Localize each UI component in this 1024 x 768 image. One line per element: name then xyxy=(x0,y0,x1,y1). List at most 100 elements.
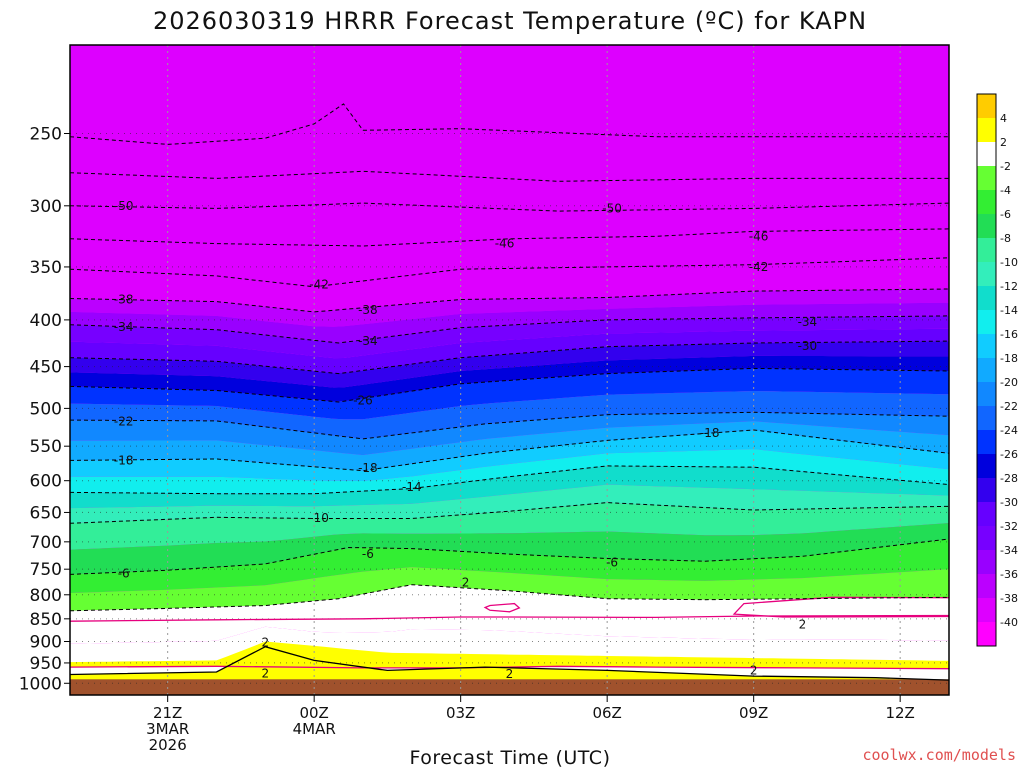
contour-label: 2 xyxy=(462,576,470,590)
colorbar-swatch xyxy=(977,358,996,383)
colorbar-swatch xyxy=(977,214,996,239)
isotherm-line xyxy=(70,429,949,472)
temperature-fill-layers xyxy=(70,45,949,695)
y-tick-label: 800 xyxy=(30,586,62,606)
isotherm-line xyxy=(70,502,949,524)
colorbar-swatch xyxy=(977,454,996,479)
contour-label: -6 xyxy=(606,555,618,569)
isotherm-line xyxy=(70,202,949,212)
colorbar-swatch xyxy=(977,190,996,215)
y-tick-label: 400 xyxy=(30,311,62,331)
contour-label: -46 xyxy=(749,229,769,243)
colorbar-swatch xyxy=(977,598,996,623)
contour-label: -34 xyxy=(358,334,378,348)
colorbar-swatch xyxy=(977,622,996,647)
y-tick-label: 350 xyxy=(30,258,62,278)
isotherm-line xyxy=(70,584,949,612)
chart-title: 2026030319 HRRR Forecast Temperature (ºC… xyxy=(153,7,867,35)
credit-text: coolwx.com/models xyxy=(862,746,1016,764)
colorbar-swatch xyxy=(977,574,996,599)
zero-isotherm-line xyxy=(70,614,949,622)
contour-label: 2 xyxy=(506,667,514,681)
contour-label: -26 xyxy=(353,393,373,407)
y-axis: 2503003504004505005506006507007508008509… xyxy=(19,124,70,694)
contour-label: -18 xyxy=(114,453,134,467)
y-tick-label: 550 xyxy=(30,437,62,457)
fill-band xyxy=(70,289,949,327)
contour-label: -10 xyxy=(309,511,329,525)
colorbar-label: -16 xyxy=(1000,328,1018,341)
contour-label: 2 xyxy=(262,635,270,649)
fill-band-top xyxy=(70,45,949,312)
x-tick-label: 06Z xyxy=(592,704,621,722)
fill-band xyxy=(70,502,949,550)
contour-label: -6 xyxy=(362,547,374,561)
colorbar-label: -10 xyxy=(1000,256,1018,269)
colorbar-swatch xyxy=(977,406,996,431)
y-tick-label: 500 xyxy=(30,399,62,419)
isotherm-line xyxy=(70,103,949,145)
fill-band xyxy=(70,421,949,471)
y-tick-label: 1000 xyxy=(19,674,62,694)
fill-band xyxy=(70,302,949,343)
y-tick-label: 650 xyxy=(30,503,62,523)
contour-label: -30 xyxy=(798,339,818,353)
x-tick-label: 03Z xyxy=(446,704,475,722)
colorbar-label: -24 xyxy=(1000,424,1018,437)
colorbar-swatch xyxy=(977,430,996,455)
colorbar-label: -26 xyxy=(1000,448,1018,461)
fill-band xyxy=(70,523,949,575)
colorbar-label: -2 xyxy=(1000,160,1011,173)
colorbar-swatch xyxy=(977,118,996,143)
colorbar-label: -18 xyxy=(1000,352,1018,365)
fill-band xyxy=(70,449,949,494)
colorbar-swatch xyxy=(977,142,996,167)
contour-label: -18 xyxy=(700,426,720,440)
x-tick-label: 4MAR xyxy=(293,720,336,738)
contour-label: -42 xyxy=(749,260,769,274)
colorbar-swatch xyxy=(977,526,996,551)
y-tick-label: 750 xyxy=(30,560,62,580)
colorbar-label: -22 xyxy=(1000,400,1018,413)
colorbar-frame xyxy=(976,93,997,647)
isotherm-line xyxy=(70,411,949,440)
contour-label: -6 xyxy=(118,566,130,580)
colorbar-swatch xyxy=(977,238,996,263)
isotherm-lines xyxy=(70,103,949,681)
contour-label: -14 xyxy=(402,480,422,494)
colorbar-label: -38 xyxy=(1000,592,1018,605)
contour-label: 2 xyxy=(799,617,807,631)
colorbar: 4 2 -2 -4 -6 -8 -10 -12 -14 -16 -18 -20 -22 -24 -26 -28… xyxy=(976,93,1018,647)
zero-isotherm-lines xyxy=(70,596,949,670)
contour-label: -38 xyxy=(358,303,378,317)
x-axis-label: Forecast Time (UTC) xyxy=(410,747,611,768)
isotherm-line xyxy=(70,170,949,182)
x-tick-label: 12Z xyxy=(885,704,914,722)
fill-band xyxy=(70,465,949,509)
fill-band xyxy=(70,539,949,593)
contour-label: -50 xyxy=(602,201,622,215)
colorbar-label: -14 xyxy=(1000,304,1018,317)
colorbar-label: -32 xyxy=(1000,520,1018,533)
colorbar-label: -20 xyxy=(1000,376,1018,389)
colorbar-swatch xyxy=(977,550,996,575)
ground-surface xyxy=(70,679,949,695)
colorbar-swatch xyxy=(977,94,996,119)
contour-label: 2 xyxy=(262,667,270,681)
fill-band xyxy=(70,315,949,359)
fill-band xyxy=(70,328,949,374)
y-tick-label: 250 xyxy=(30,124,62,144)
contour-label: 2 xyxy=(750,663,758,677)
zero-isotherm-line xyxy=(483,602,521,613)
contour-label: -38 xyxy=(114,293,134,307)
colorbar-label: -4 xyxy=(1000,184,1011,197)
colorbar-label: -6 xyxy=(1000,208,1011,221)
y-tick-label: 700 xyxy=(30,533,62,553)
colorbar-label: -36 xyxy=(1000,568,1018,581)
colorbar-swatch xyxy=(977,166,996,191)
isotherm-line xyxy=(70,367,949,403)
contour-label: -50 xyxy=(114,199,134,213)
zero-isotherm-line xyxy=(70,665,949,670)
